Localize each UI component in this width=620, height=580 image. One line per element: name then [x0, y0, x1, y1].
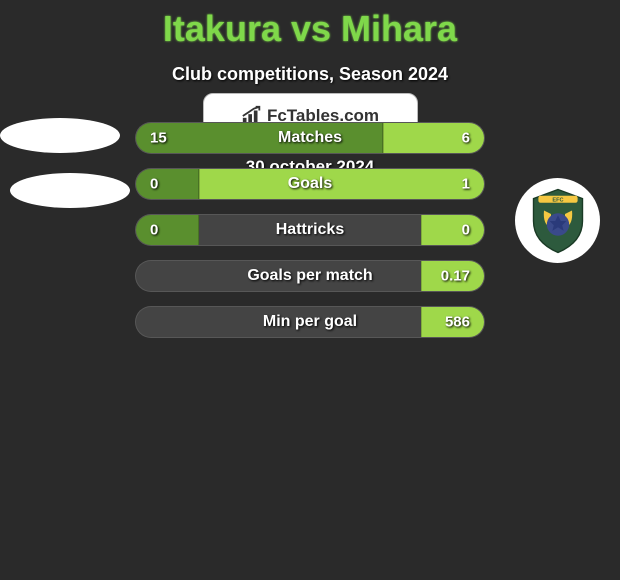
player-avatar-placeholder-2 — [10, 173, 130, 208]
stat-value-right: 6 — [462, 130, 470, 147]
stat-row: Min per goal586 — [135, 306, 485, 338]
comparison-title: Itakura vs Mihara — [0, 0, 620, 50]
stat-value-right: 0.17 — [441, 268, 470, 285]
stat-row: Goals per match0.17 — [135, 260, 485, 292]
club-badge-right: EFC — [515, 178, 600, 263]
player-avatar-placeholder-1 — [0, 118, 120, 153]
stat-label: Min per goal — [136, 313, 484, 331]
stat-row: 15Matches6 — [135, 122, 485, 154]
stat-label: Hattricks — [136, 221, 484, 239]
svg-text:EFC: EFC — [552, 197, 563, 203]
stat-value-right: 586 — [445, 314, 470, 331]
stat-label: Goals per match — [136, 267, 484, 285]
stat-value-right: 1 — [462, 176, 470, 193]
stats-container: 15Matches60Goals10Hattricks0Goals per ma… — [135, 122, 485, 352]
shield-icon: EFC — [523, 186, 593, 256]
stat-label: Matches — [136, 129, 484, 147]
stat-label: Goals — [136, 175, 484, 193]
stat-value-right: 0 — [462, 222, 470, 239]
comparison-subtitle: Club competitions, Season 2024 — [0, 64, 620, 85]
stat-row: 0Goals1 — [135, 168, 485, 200]
stat-row: 0Hattricks0 — [135, 214, 485, 246]
